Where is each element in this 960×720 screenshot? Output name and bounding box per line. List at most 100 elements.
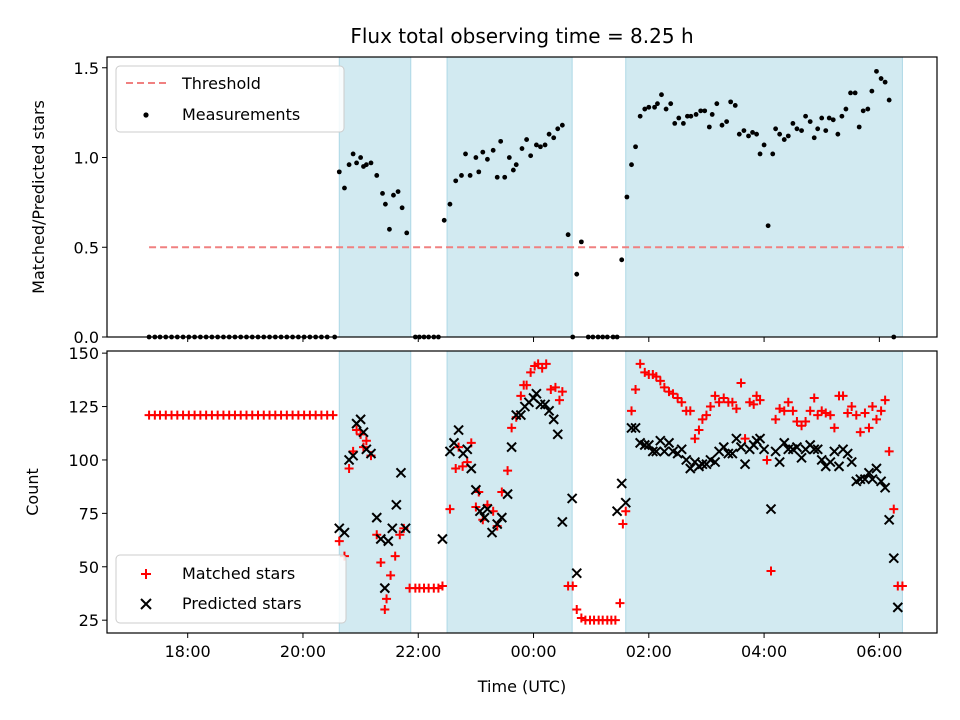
- matched-stars-point: [829, 423, 839, 433]
- measurement-point: [502, 174, 508, 180]
- predicted-stars-point: [548, 414, 559, 425]
- measurement-point: [659, 92, 664, 98]
- measurement-point: [777, 131, 783, 137]
- measurement-point: [467, 173, 473, 178]
- predicted-stars-point: [871, 463, 882, 474]
- measurement-point: [358, 155, 364, 160]
- predicted-stars-point: [739, 459, 751, 470]
- predicted-stars-point: [492, 518, 503, 530]
- matched-stars-point: [805, 406, 815, 416]
- predicted-stars-point: [829, 446, 840, 457]
- matched-stars-point: [621, 506, 631, 516]
- predicted-stars-point: [358, 426, 369, 438]
- predicted-stars-point: [731, 433, 742, 444]
- matched-stars-point: [697, 414, 707, 424]
- measurement-point: [506, 155, 512, 160]
- matched-stars-point: [376, 558, 386, 567]
- measurement-point: [676, 115, 682, 121]
- predicted-stars-point: [754, 433, 766, 444]
- measurement-point: [453, 178, 459, 184]
- predicted-stars-point: [506, 441, 517, 453]
- predicted-stars-point: [735, 441, 747, 453]
- y-tick-label: 1.5: [74, 59, 99, 78]
- predicted-stars-point: [437, 533, 448, 545]
- measurement-point: [519, 146, 525, 151]
- matched-stars-point: [437, 581, 447, 591]
- matched-stars-point: [458, 461, 468, 471]
- predicted-stars-point: [371, 512, 382, 523]
- predicted-stars-point: [496, 512, 508, 523]
- matched-stars-point: [541, 359, 551, 369]
- measurement-point: [342, 185, 347, 191]
- matched-stars-point: [755, 395, 765, 405]
- predicted-stars-point: [395, 467, 407, 478]
- predicted-stars-point: [453, 424, 464, 436]
- measurement-point: [404, 230, 410, 236]
- measurement-point: [860, 108, 866, 114]
- measurement-point: [441, 217, 447, 223]
- predicted-stars-point: [355, 414, 366, 425]
- matched-stars-point: [714, 397, 724, 407]
- measurement-point: [534, 142, 539, 148]
- matched-stars-point: [813, 410, 823, 420]
- measurement-point: [646, 104, 652, 110]
- measurement-point: [578, 239, 584, 245]
- measurement-point: [761, 142, 767, 148]
- predicted-stars-point: [779, 437, 790, 449]
- matched-stars-point: [889, 504, 899, 514]
- measurement-point: [765, 223, 771, 229]
- axes-frame: [106, 350, 938, 634]
- measurement-point: [815, 126, 821, 132]
- matched-stars-point: [526, 367, 536, 377]
- x-tick-label: 18:00: [165, 642, 211, 661]
- measurement-point: [839, 113, 845, 119]
- measurement-point: [750, 129, 755, 135]
- predicted-stars-point: [639, 439, 650, 451]
- matched-stars-point: [615, 598, 625, 608]
- measurement-point: [770, 151, 776, 157]
- measurement-point: [510, 167, 516, 173]
- matched-stars-point: [382, 594, 392, 604]
- predicted-stars-point: [647, 446, 659, 457]
- matched-stars-point: [749, 399, 759, 409]
- predicted-stars-point: [825, 456, 836, 468]
- predicted-stars-point: [448, 437, 460, 449]
- y-axis-label: Matched/Predicted stars: [29, 100, 48, 294]
- legend-predicted-swatch: [140, 598, 152, 610]
- matched-stars-point: [710, 391, 720, 401]
- predicted-stars-point: [482, 503, 493, 515]
- measurement-point: [629, 162, 634, 168]
- matched-stars-point: [860, 408, 870, 418]
- measurement-point: [807, 119, 813, 125]
- predicted-stars-point: [774, 456, 785, 468]
- predicted-stars-point: [347, 450, 359, 461]
- measurement-point: [843, 106, 849, 112]
- matched-stars-point: [736, 378, 746, 388]
- measurement-point: [363, 162, 369, 168]
- matched-stars-point: [843, 408, 853, 418]
- measurement-point: [706, 124, 712, 130]
- measurement-point: [773, 126, 779, 132]
- observing-window: [338, 56, 412, 338]
- y-tick-label: 1.0: [74, 149, 99, 168]
- predicted-stars-point: [444, 446, 456, 457]
- matched-stars-point: [328, 410, 338, 420]
- observing-window: [625, 350, 903, 634]
- measurement-point: [459, 173, 464, 178]
- matched-stars-point: [788, 406, 798, 416]
- matched-stars-point: [627, 406, 637, 416]
- x-tick-label: 22:00: [395, 642, 441, 661]
- measurement-point: [391, 192, 396, 198]
- predicted-stars-point: [616, 478, 627, 489]
- count-panel: 25 50 75 100 125 150 18:00 20:00 22:00 00:00 02:00…: [23, 344, 938, 661]
- legend-measurements-swatch: [143, 112, 149, 118]
- y-tick-label: 0.5: [74, 238, 99, 257]
- predicted-stars-point: [462, 444, 473, 455]
- measurement-point: [513, 162, 519, 168]
- measurement-point: [498, 138, 504, 144]
- measurement-point: [336, 169, 342, 175]
- y-axis-label: Count: [23, 468, 42, 516]
- measurement-point: [374, 173, 380, 178]
- predicted-stars-point: [796, 452, 807, 464]
- predicted-stars-point: [387, 523, 398, 534]
